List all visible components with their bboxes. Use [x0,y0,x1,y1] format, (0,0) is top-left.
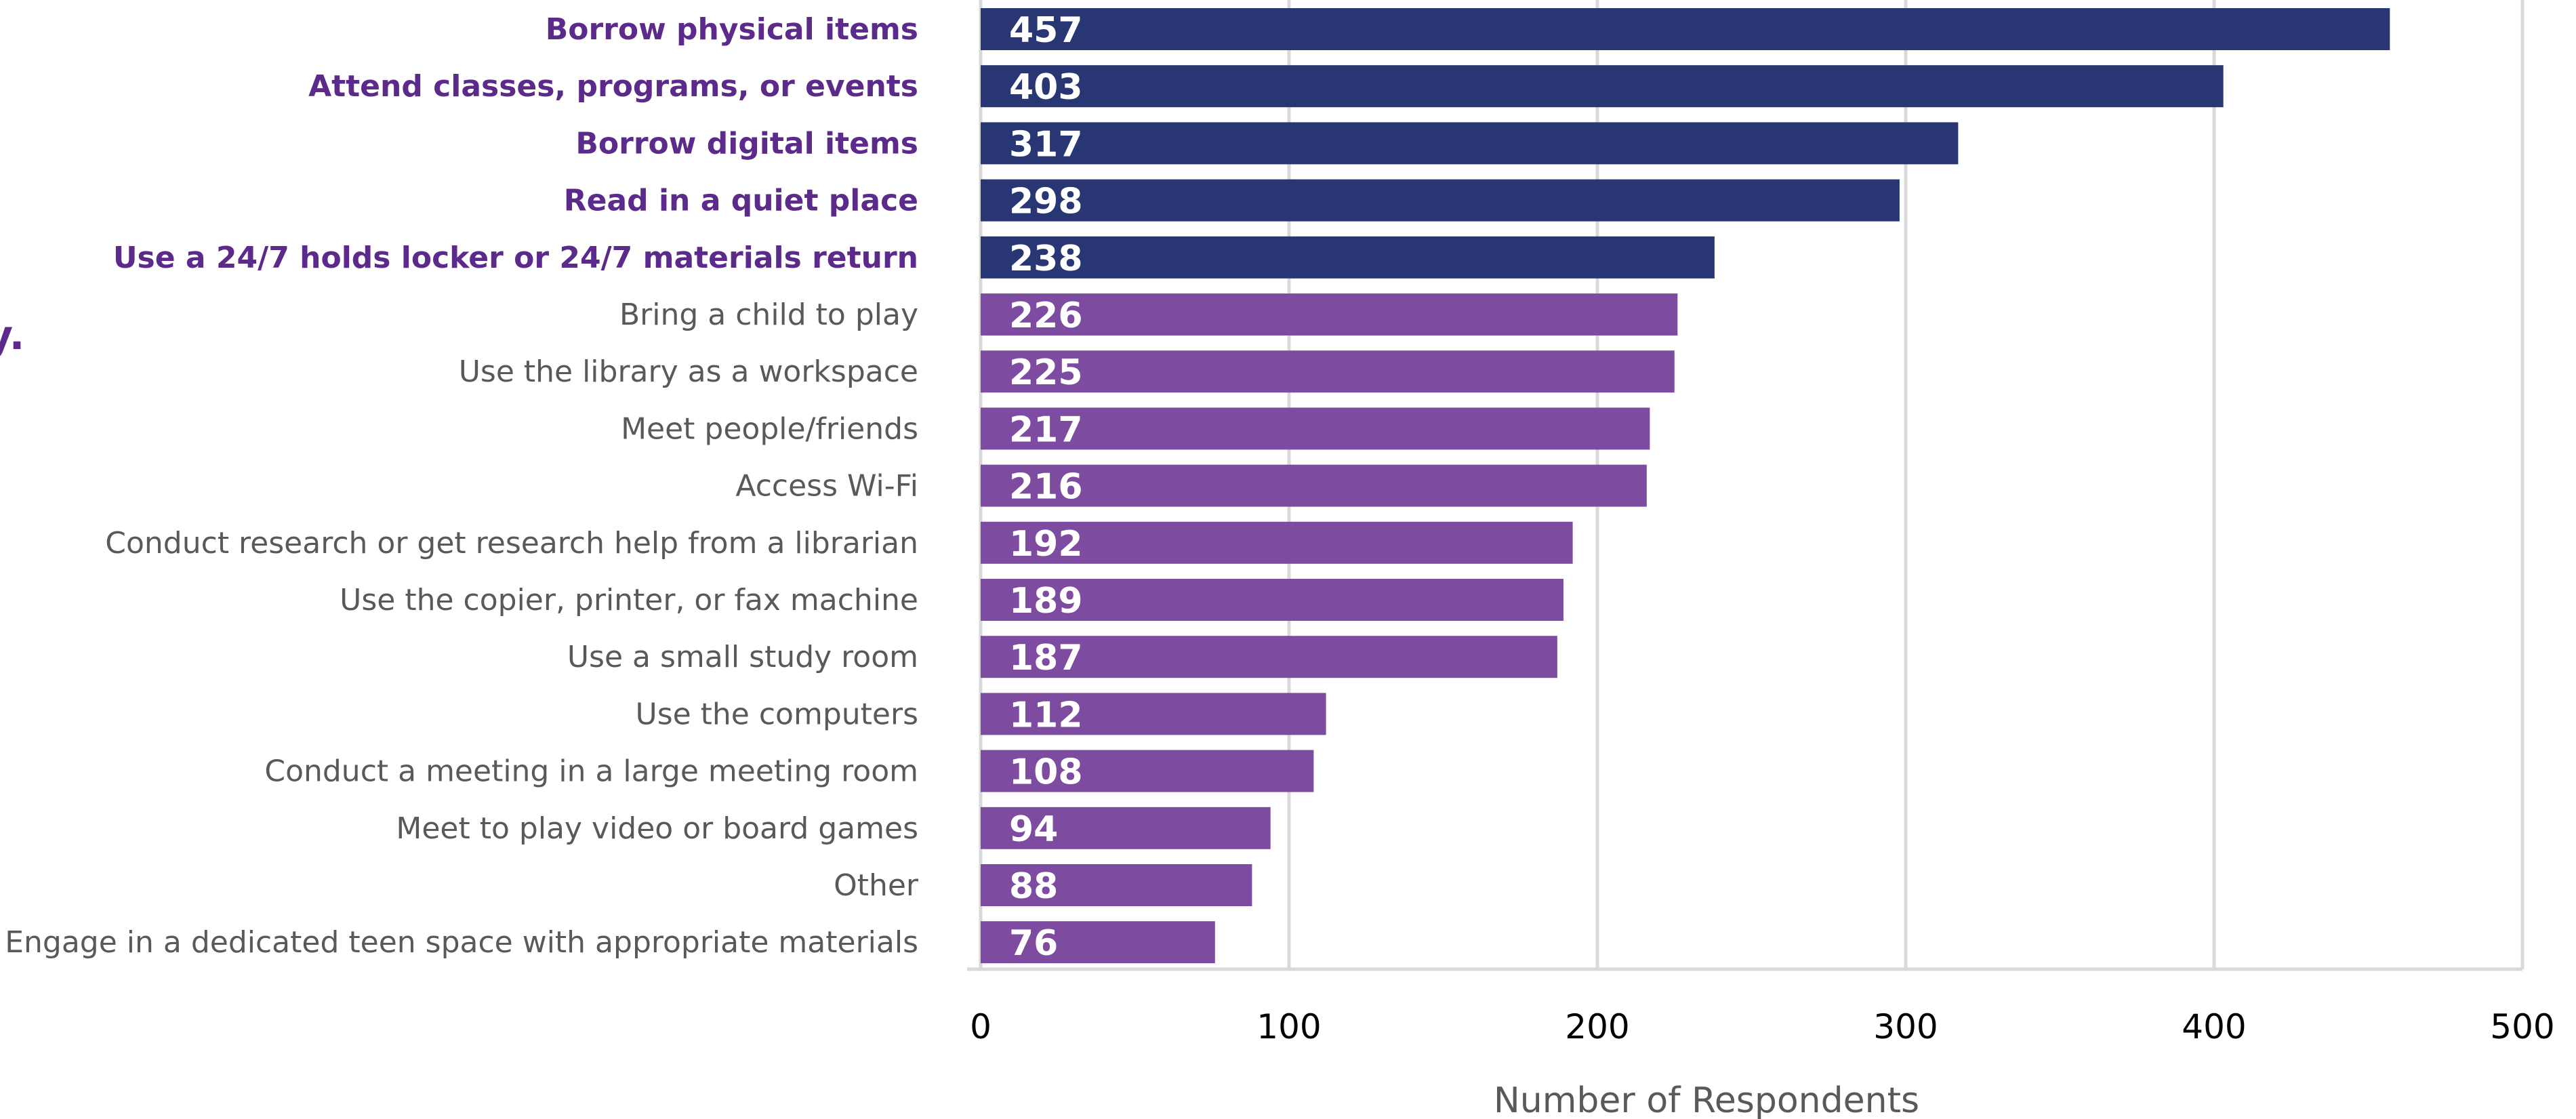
x-tick-label: 100 [1256,1007,1321,1046]
bar-value-label: 403 [1009,67,1083,108]
bar-value-label: 238 [1009,239,1083,279]
bar [981,807,1271,849]
bar [981,521,1573,564]
bar [981,122,1959,165]
bar [981,579,1563,621]
bar [981,407,1650,450]
x-tick-label: 200 [1565,1007,1629,1046]
bar-value-label: 108 [1009,752,1083,793]
bar-value-label: 187 [1009,638,1083,678]
category-labels: Borrow physical items Attend classes, pro… [5,12,919,960]
partial-heading-text: y. [0,312,24,359]
bar-value-label: 298 [1009,182,1083,222]
bars: 457 403 317 298 238 226 225 217 216 192 189 187 112 1… [981,8,2390,964]
bar [981,636,1557,678]
category-label: Use the copier, printer, or fax machine [340,583,918,617]
bar-value-label: 94 [1009,809,1058,850]
category-label: Access Wi-Fi [735,469,918,504]
x-axis-ticks: 0 100 200 300 400 500 [970,1007,2555,1046]
category-label: Borrow digital items [575,126,918,161]
category-label: Engage in a dedicated teen space with ap… [5,925,918,960]
bar-value-label: 317 [1009,124,1083,165]
x-tick-label: 500 [2490,1007,2554,1046]
category-label: Use the library as a workspace [459,354,918,389]
x-tick-label: 400 [2182,1007,2246,1046]
bar [981,464,1647,507]
bar [981,65,2224,108]
bar-value-label: 226 [1009,296,1083,336]
category-label: Bring a child to play [619,298,918,332]
category-label: Use a small study room [567,640,918,674]
bar-value-label: 225 [1009,352,1083,393]
bar-value-label: 189 [1009,581,1083,622]
bar [981,8,2390,50]
category-label: Conduct research or get research help fr… [105,526,918,561]
bar-value-label: 88 [1009,866,1058,907]
bar [981,921,1215,964]
x-tick-label: 300 [1873,1007,1938,1046]
bar-value-label: 192 [1009,524,1083,565]
bar [981,236,1715,279]
x-tick-label: 0 [970,1007,991,1046]
bar [981,179,1900,222]
bar-value-label: 216 [1009,467,1083,508]
category-label: Conduct a meeting in a large meeting roo… [264,754,918,789]
category-label: Use the computers [635,697,918,731]
category-label: Other [834,868,919,903]
category-label: Attend classes, programs, or events [308,69,918,104]
category-label: Borrow physical items [546,12,918,47]
bar-value-label: 112 [1009,695,1083,735]
bar [981,750,1314,792]
category-label: Meet people/friends [621,411,918,446]
bar [981,350,1675,393]
bar-value-label: 76 [1009,923,1058,964]
category-label: Read in a quiet place [564,184,918,218]
category-label: Use a 24/7 holds locker or 24/7 material… [113,241,918,275]
bar [981,293,1678,335]
category-label: Meet to play video or board games [396,811,918,846]
x-axis-title: Number of Respondents [1494,1080,1919,1119]
bar-value-label: 457 [1009,10,1083,51]
bar [981,864,1252,906]
bar-value-label: 217 [1009,409,1083,450]
bar [981,693,1326,735]
